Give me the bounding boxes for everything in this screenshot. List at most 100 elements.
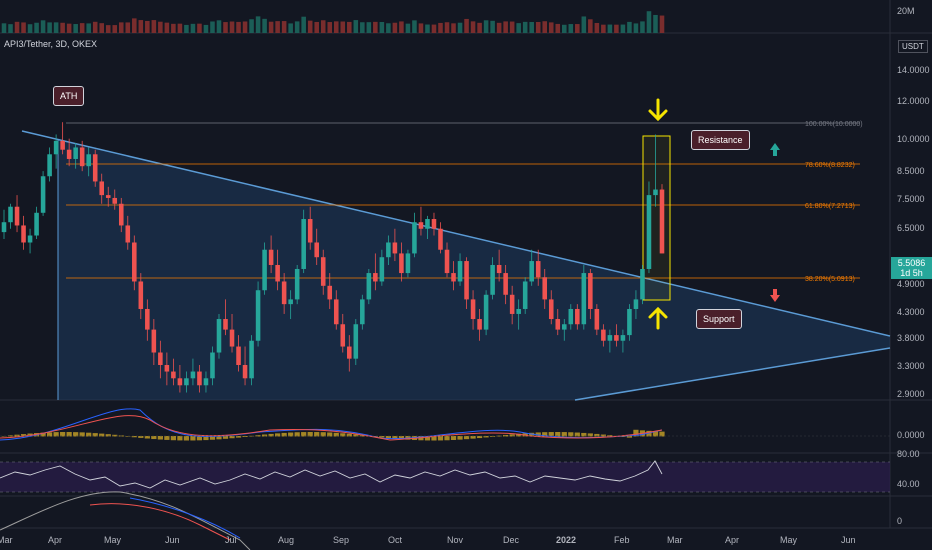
up-arrow-icon: [648, 306, 668, 330]
macd-histogram-bar: [320, 432, 326, 437]
candle: [99, 173, 105, 204]
macd-histogram-bar: [437, 436, 444, 441]
macd-histogram-bar: [457, 436, 463, 440]
svg-text:3.8000: 3.8000: [897, 333, 925, 343]
candle: [164, 352, 170, 386]
macd-signal-line: [0, 415, 663, 441]
resistance-callout[interactable]: Resistance: [691, 130, 750, 150]
macd-histogram-bar: [483, 436, 489, 438]
candle: [548, 290, 554, 325]
volume-bar: [548, 22, 554, 33]
macd-histogram-bar: [542, 432, 548, 437]
bottom-oscillator-line-1: [0, 491, 251, 550]
macd-histogram-bar: [229, 436, 235, 439]
candle: [464, 257, 469, 309]
volume-bar: [659, 15, 665, 33]
candle: [294, 264, 300, 305]
volume-bar: [470, 21, 476, 33]
ath-callout[interactable]: ATH: [53, 86, 85, 106]
volume-bar: [197, 23, 202, 33]
volume-bar: [203, 24, 209, 33]
macd-histogram-bar: [346, 433, 352, 437]
price-axis[interactable]: 14.0000 12.0000 10.0000 8.5000 7.5000 6.…: [897, 65, 930, 399]
volume-bar: [555, 23, 561, 33]
volume-bar: [392, 22, 398, 33]
candle: [503, 264, 508, 305]
candle: [522, 277, 528, 314]
candle: [542, 268, 548, 309]
macd-histogram-bar: [450, 436, 457, 441]
svg-text:Jul: Jul: [225, 535, 237, 545]
macd-histogram-bar: [86, 432, 92, 437]
macd-histogram-bar: [190, 436, 196, 441]
candle: [203, 371, 209, 393]
volume-bar: [399, 21, 404, 33]
macd-histogram-bar: [105, 434, 111, 437]
volume-bar: [353, 20, 359, 33]
candle: [105, 186, 111, 207]
fib-retracement[interactable]: 100.00%(10.0000) 78.60%(8.8232) 61.80%(7…: [66, 121, 863, 283]
candle: [477, 308, 482, 341]
symbol-legend[interactable]: API3/Tether, 3D, OKEX: [4, 39, 98, 49]
volume-bar: [118, 22, 124, 33]
candle: [216, 313, 222, 359]
volume-bar: [8, 24, 13, 33]
svg-text:8.5000: 8.5000: [897, 166, 925, 176]
currency-badge[interactable]: USDT: [898, 40, 928, 53]
svg-text:Aug: Aug: [278, 535, 294, 545]
volume-bar: [307, 20, 313, 33]
macd-histogram-bar: [20, 434, 27, 437]
volume-bar: [607, 24, 613, 33]
time-axis[interactable]: Mar Apr May Jun Jul Aug Sep Oct Nov Dec …: [0, 535, 856, 545]
candle: [627, 304, 632, 341]
macd-histogram-bar: [529, 432, 535, 437]
ascending-trendline[interactable]: [574, 347, 891, 401]
candle: [490, 257, 495, 300]
volume-bar: [490, 20, 495, 33]
bottom-oscillator-line-3: [129, 497, 241, 539]
volume-bar: [99, 23, 105, 33]
volume-bar: [451, 23, 456, 33]
macd-histogram-bar: [248, 435, 255, 437]
candle: [40, 171, 46, 216]
macd-histogram-bar: [392, 436, 398, 439]
descending-trendline[interactable]: [21, 130, 891, 337]
volume-bar: [158, 21, 163, 33]
macd-histogram-bar: [574, 432, 580, 437]
volume-bar: [379, 21, 385, 33]
rsi-axis-label-40: 40.00: [897, 479, 920, 489]
macd-histogram-bar: [568, 432, 574, 437]
candle: [333, 290, 339, 330]
volume-bar: [509, 21, 515, 33]
svg-text:6.5000: 6.5000: [897, 223, 925, 233]
volume-bar: [14, 21, 20, 33]
macd-histogram-bar: [79, 432, 85, 437]
macd-axis-label: 0.0000: [897, 430, 925, 440]
macd-histogram-bar: [46, 432, 53, 437]
volume-bar: [145, 20, 150, 33]
candle: [483, 290, 489, 336]
candle: [620, 329, 626, 353]
volume-bar: [79, 23, 85, 33]
macd-histogram-bar: [261, 434, 268, 437]
macd-histogram-bar: [164, 436, 170, 440]
candle: [8, 203, 13, 229]
macd-histogram-bar: [235, 436, 242, 438]
fib-label-786: 78.60%(8.8232): [805, 162, 855, 169]
candle: [151, 319, 157, 366]
candle: [288, 290, 293, 320]
support-callout[interactable]: Support: [696, 309, 742, 329]
candle: [607, 329, 613, 353]
macd-histogram-bar: [138, 436, 144, 438]
candle: [561, 319, 567, 341]
macd-histogram-bar: [333, 432, 339, 437]
volume-bar: [366, 22, 372, 33]
macd-histogram-bar: [242, 436, 248, 437]
candle: [177, 365, 183, 393]
macd-histogram-bar: [170, 436, 176, 441]
candle: [27, 228, 33, 254]
volume-bar: [301, 16, 306, 33]
volume-bar: [529, 21, 534, 33]
down-arrow-icon: [648, 98, 668, 122]
